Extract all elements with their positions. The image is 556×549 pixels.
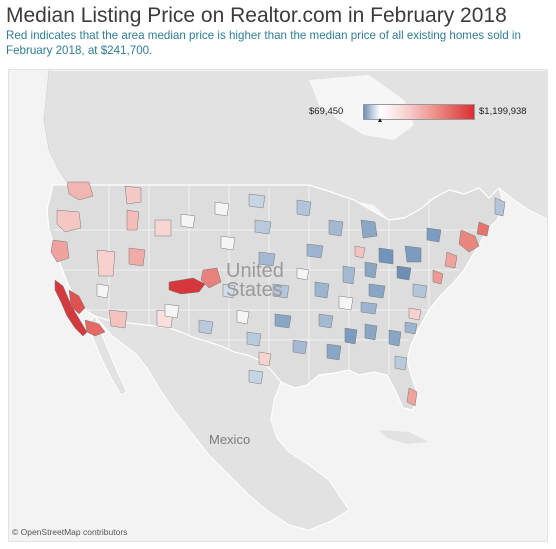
region-fl-n [394,355,408,371]
region-ca-bay [68,289,86,315]
region-oh [378,247,394,265]
region-nj [444,251,458,269]
region-nor-ca [50,239,70,263]
region-ne-ny [458,229,480,253]
region-va [412,283,428,299]
region-id [126,209,140,231]
region-ok [274,313,292,329]
region-al [364,323,378,341]
region-fl-s [406,387,418,407]
region-sc [404,321,418,335]
region-mn [296,199,312,217]
region-boston [476,221,490,237]
region-nm-e [198,319,214,335]
region-ny-up [426,227,442,243]
region-ca-south [84,319,106,337]
region-ut [128,247,146,267]
region-la [326,343,342,361]
region-tx-n [246,331,262,347]
region-ia [306,243,324,259]
neutral-regions [96,201,354,325]
region-tn [360,301,378,315]
region-ms [344,327,358,345]
region-nd [248,193,266,209]
map-canvas[interactable] [9,70,548,542]
region-co [168,277,206,295]
region-pa [404,245,422,263]
country-label-mexico: Mexico [209,432,251,447]
region-tx-e [292,339,308,355]
mexico-landmass [93,314,350,531]
region-mt [124,185,142,205]
legend-min-label: $69,450 [309,106,344,117]
region-il [342,265,356,285]
region-ar [318,313,334,329]
region-az [108,309,128,329]
region-wa [66,181,94,201]
region-wv [396,265,412,281]
region-ca-coast [54,279,88,337]
legend-max-label: $1,199,938 [479,106,527,117]
region-tx-s [248,369,264,385]
canada-coastline [43,70,70,186]
region-in [364,261,378,279]
region-co-e [222,283,236,299]
legend-gradient-bar [363,104,475,120]
region-ks [272,283,290,299]
region-ne [258,251,276,267]
region-mi [360,219,378,239]
high-price-regions [50,181,490,407]
region-wy [154,219,172,237]
region-co2 [200,267,222,289]
region-tx-austin [258,351,272,367]
country-label-us-line1: United [226,260,284,282]
region-nc [408,307,422,321]
region-ky [368,283,386,299]
region-or [56,209,82,233]
legend-reference-marker [378,118,382,122]
region-nv [96,249,116,277]
region-sd [254,219,272,235]
region-chi [354,245,366,259]
region-dc [432,269,444,285]
page-title: Median Listing Price on Realtor.com in F… [6,4,507,27]
region-wi [328,219,344,237]
low-price-regions [198,193,506,385]
country-label-us-line2: States [226,279,283,301]
region-ga [388,329,402,347]
page-subtitle: Red indicates that the area median price… [6,29,521,57]
cuba-island [379,430,429,444]
hudson-bay [309,75,414,140]
map-container[interactable]: United States Mexico $69,450 $1,199,938 … [8,69,548,542]
region-mo [314,281,330,299]
map-attribution[interactable]: © OpenStreetMap contributors [12,527,128,537]
region-me [494,197,506,217]
